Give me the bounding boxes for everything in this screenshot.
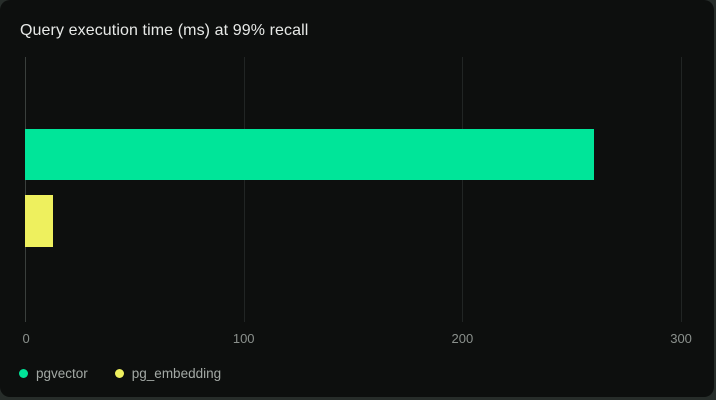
- gridline-0: [25, 57, 26, 322]
- x-axis: 0 100 200 300: [22, 331, 692, 347]
- legend-item-pgvector[interactable]: pgvector: [19, 366, 88, 381]
- legend-label: pgvector: [36, 366, 88, 381]
- gridline-200: [462, 57, 464, 322]
- x-tick-label-0: 0: [22, 331, 30, 346]
- chart-title: Query execution time (ms) at 99% recall: [20, 22, 309, 39]
- plot-area: [25, 57, 692, 322]
- legend: pgvector pg_embedding: [19, 366, 221, 381]
- x-tick-label-100: 100: [232, 331, 255, 346]
- gridline-300: [681, 57, 683, 322]
- legend-item-pg_embedding[interactable]: pg_embedding: [114, 366, 222, 381]
- bar-pgvector[interactable]: [25, 129, 594, 180]
- legend-dot-icon: [19, 369, 28, 378]
- bar-pg_embedding[interactable]: [25, 195, 54, 247]
- x-tick-label-300: 300: [670, 331, 692, 346]
- legend-dot-icon: [114, 369, 124, 378]
- gridline-100: [243, 57, 245, 322]
- legend-label: pg_embedding: [131, 366, 222, 381]
- x-tick-label-200: 200: [451, 331, 474, 346]
